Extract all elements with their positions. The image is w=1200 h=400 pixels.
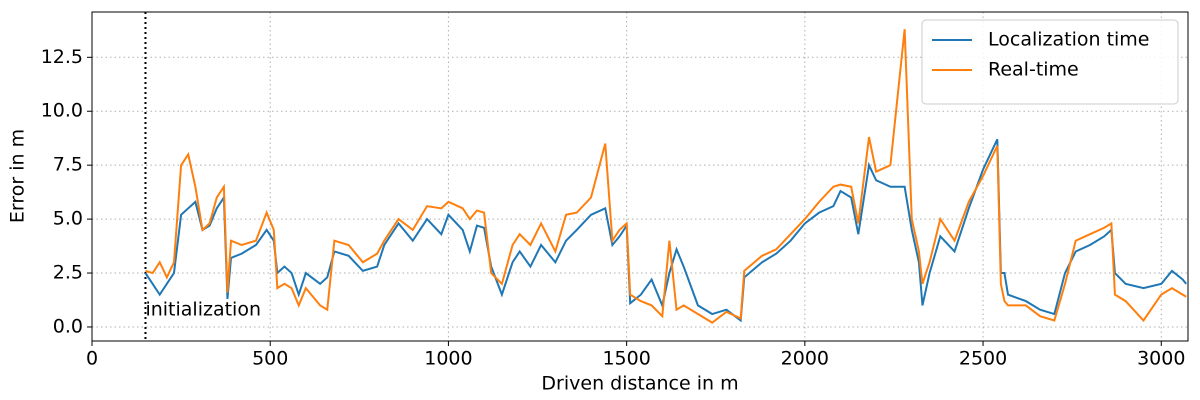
plot-frame [91, 11, 1189, 342]
x-tick-label: 1000 [424, 348, 472, 370]
x-tick-label: 2500 [959, 348, 1007, 370]
y-tick-label: 2.5 [53, 262, 83, 284]
y-axis-label: Error in m [7, 129, 29, 223]
legend-box [921, 19, 1179, 105]
line-series [145, 29, 1187, 324]
x-axis-label: Driven distance in m [541, 373, 738, 395]
y-tick-label: 12.5 [41, 46, 83, 68]
x-tick-label: 3000 [1137, 348, 1185, 370]
x-tick-label: 0 [86, 348, 98, 370]
y-tick-label: 5.0 [53, 208, 83, 230]
y-tick-label: 10.0 [41, 100, 83, 122]
legend-label: Localization time [988, 29, 1150, 51]
y-tick-label: 0.0 [53, 315, 83, 337]
y-tick-label: 7.5 [53, 154, 83, 176]
x-tick-label: 1500 [602, 348, 650, 370]
annotation: initialization [145, 299, 261, 321]
line-series [144, 138, 1187, 323]
x-tick-label: 2000 [781, 348, 829, 370]
legend-label: Real-time [988, 59, 1079, 81]
x-tick-label: 500 [252, 348, 288, 370]
